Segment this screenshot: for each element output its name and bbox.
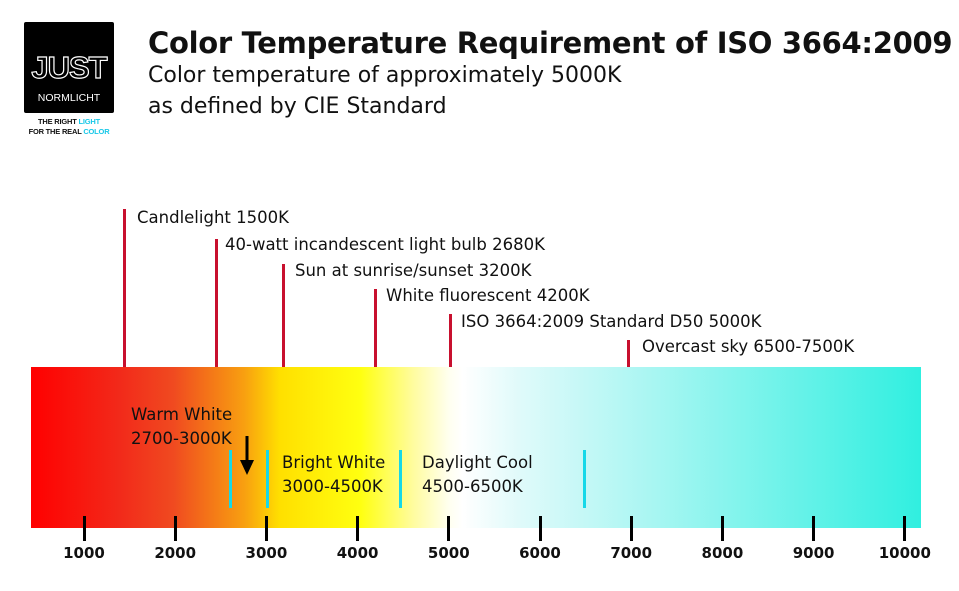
band-divider xyxy=(583,450,586,508)
axis-tick xyxy=(720,516,724,541)
logo-subtitle: NORMLICHT xyxy=(37,92,101,104)
axis-tick xyxy=(538,516,542,541)
marker-line-sun xyxy=(282,264,285,367)
band-name: Daylight Cool xyxy=(422,453,533,472)
axis-tick xyxy=(903,516,907,541)
band-name: Warm White xyxy=(131,405,233,424)
axis-tick xyxy=(82,516,86,541)
axis-tick-label: 5000 xyxy=(427,544,470,562)
axis-tick-label: 3000 xyxy=(245,544,288,562)
band-range: 4500-6500K xyxy=(422,477,523,496)
axis-tick-label: 4000 xyxy=(336,544,379,562)
band-bright-white: Bright White 3000-4500K xyxy=(282,451,385,499)
axis-tick-label: 9000 xyxy=(792,544,835,562)
axis-tick-label: 10000 xyxy=(878,544,931,562)
logo-tagline: THE RIGHT LIGHT FOR THE REAL COLOR xyxy=(20,117,118,137)
band-daylight-cool: Daylight Cool 4500-6500K xyxy=(422,451,533,499)
marker-line-fluorescent xyxy=(374,289,377,367)
band-name: Bright White xyxy=(282,453,386,472)
marker-label: 40-watt incandescent light bulb 2680K xyxy=(225,235,545,254)
marker-line-incandescent xyxy=(215,239,218,367)
axis-tick-label: 1000 xyxy=(63,544,105,562)
marker-label: Overcast sky 6500-7500K xyxy=(642,337,855,356)
axis-tick-label: 8000 xyxy=(701,544,744,562)
marker-label: Sun at sunrise/sunset 3200K xyxy=(295,261,532,280)
marker-line-overcast xyxy=(627,340,630,367)
subtitle-line-1: Color temperature of approximately 5000K xyxy=(148,63,622,88)
axis-tick-label: 7000 xyxy=(610,544,653,562)
band-divider xyxy=(399,450,402,508)
band-divider xyxy=(266,450,269,508)
band-divider xyxy=(229,450,232,508)
axis-tick xyxy=(173,516,177,541)
tagline-highlight: LIGHT xyxy=(78,117,101,126)
axis-tick-label: 2000 xyxy=(154,544,197,562)
marker-label: ISO 3664:2009 Standard D50 5000K xyxy=(461,312,762,331)
logo: JUST NORMLICHT xyxy=(24,22,114,113)
axis-tick xyxy=(264,516,268,541)
marker-label: Candlelight 1500K xyxy=(137,208,289,227)
color-temperature-gradient xyxy=(31,367,921,528)
marker-line-candlelight xyxy=(123,209,126,367)
marker-label: White fluorescent 4200K xyxy=(386,286,590,305)
axis-tick-label: 6000 xyxy=(519,544,561,562)
tagline-highlight: COLOR xyxy=(83,127,110,136)
axis-tick xyxy=(356,516,360,541)
subtitle-line-2: as defined by CIE Standard xyxy=(148,94,447,119)
marker-line-d50 xyxy=(449,314,452,367)
arrow-down-icon xyxy=(240,436,254,475)
axis-tick xyxy=(447,516,451,541)
band-warm-white: Warm White 2700-3000K xyxy=(131,403,232,451)
band-range: 2700-3000K xyxy=(131,429,232,448)
tagline-text: THE RIGHT xyxy=(38,117,79,126)
axis-tick xyxy=(812,516,816,541)
page-title: Color Temperature Requirement of ISO 366… xyxy=(148,26,953,60)
band-range: 3000-4500K xyxy=(282,477,383,496)
logo-wordmark: JUST xyxy=(31,49,108,85)
axis-tick xyxy=(629,516,633,541)
tagline-text: FOR THE REAL xyxy=(28,127,84,136)
